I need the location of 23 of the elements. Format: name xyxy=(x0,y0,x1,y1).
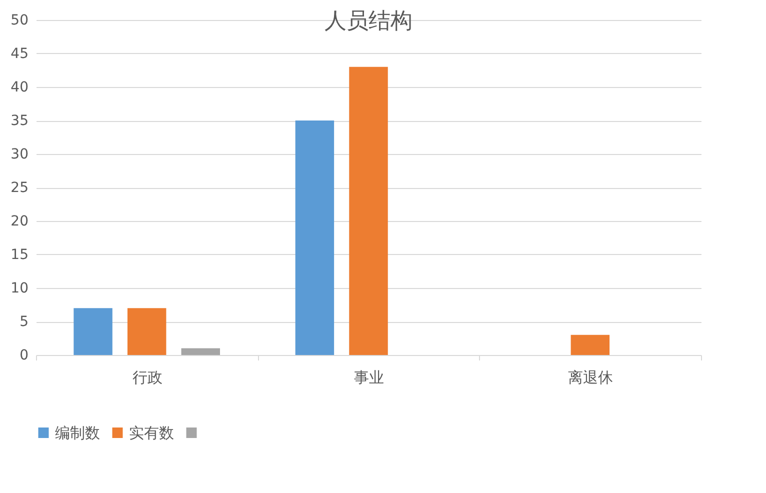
chart-title: 人员结构 xyxy=(324,9,412,34)
y-tick-label: 50 xyxy=(10,12,28,28)
y-tick-label: 25 xyxy=(10,180,28,196)
bar xyxy=(570,334,610,355)
bar xyxy=(127,308,166,355)
legend-label: 实有数 xyxy=(129,424,174,442)
bar xyxy=(74,308,112,355)
y-tick-label: 40 xyxy=(10,80,28,96)
x-tick-label: 离退休 xyxy=(568,368,614,386)
y-tick-label: 20 xyxy=(10,214,28,230)
bar xyxy=(349,66,388,355)
y-tick-label: 45 xyxy=(10,46,28,62)
bar xyxy=(295,120,334,355)
y-tick-label: 15 xyxy=(10,247,28,263)
y-tick-label: 5 xyxy=(20,314,28,330)
legend-label: 编制数 xyxy=(55,424,100,442)
y-tick-label: 10 xyxy=(10,280,28,296)
y-tick-label: 0 xyxy=(20,348,28,364)
y-tick-label: 35 xyxy=(10,113,28,129)
x-tick-label: 行政 xyxy=(132,368,162,386)
y-tick-label: 30 xyxy=(10,146,28,162)
x-tick-label: 事业 xyxy=(354,368,384,386)
bar xyxy=(181,348,220,355)
